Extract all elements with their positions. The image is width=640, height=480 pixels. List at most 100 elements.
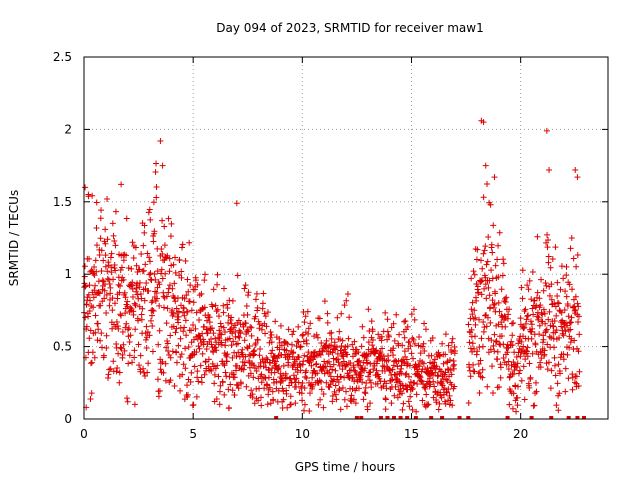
data-point: [562, 288, 569, 295]
data-point: [480, 194, 487, 201]
data-point: [407, 393, 414, 400]
data-point: [477, 357, 484, 364]
data-point: [312, 349, 319, 356]
data-point: [445, 386, 452, 393]
data-point: [532, 390, 539, 397]
data-point: [182, 317, 189, 324]
data-point: [311, 333, 318, 340]
data-point: [431, 383, 438, 390]
data-point: [320, 390, 327, 397]
data-point: [401, 359, 408, 366]
data-point: [569, 386, 576, 393]
data-point: [358, 343, 365, 350]
data-point: [329, 398, 336, 405]
data-point: [323, 379, 330, 386]
data-point: [140, 365, 147, 372]
data-point: [369, 342, 376, 349]
data-point: [267, 400, 274, 407]
data-point: [510, 319, 517, 326]
data-point: [373, 347, 380, 354]
data-point: [113, 318, 120, 325]
data-point: [407, 343, 414, 350]
data-point: [112, 267, 119, 274]
data-point: [268, 339, 275, 346]
data-point: [82, 184, 89, 191]
zero-point: [566, 416, 571, 419]
data-point: [522, 306, 529, 313]
y-tick-label: 2: [64, 122, 72, 136]
data-point: [231, 392, 238, 399]
data-point: [263, 355, 270, 362]
y-axis-label: SRMTID / TECUs: [7, 190, 21, 286]
data-point: [184, 391, 191, 398]
data-point: [88, 390, 95, 397]
data-point: [328, 335, 335, 342]
data-point: [495, 242, 502, 249]
data-point: [135, 341, 142, 348]
data-point: [498, 333, 505, 340]
x-tick-label: 20: [513, 427, 528, 441]
data-point: [317, 396, 324, 403]
data-point: [343, 388, 350, 395]
data-point: [527, 318, 534, 325]
data-point: [186, 298, 193, 305]
data-point: [553, 312, 560, 319]
data-point: [500, 256, 507, 263]
data-point: [546, 292, 553, 299]
data-point: [224, 304, 231, 311]
data-point: [364, 406, 371, 413]
data-point: [194, 281, 201, 288]
data-point: [326, 384, 333, 391]
data-point: [103, 309, 110, 316]
data-point: [474, 246, 481, 253]
data-point: [396, 378, 403, 385]
data-point: [242, 353, 249, 360]
data-point: [152, 168, 159, 175]
data-point: [470, 315, 477, 322]
data-point: [306, 390, 313, 397]
data-point: [297, 367, 304, 374]
data-point: [543, 282, 550, 289]
data-point: [180, 305, 187, 312]
data-point: [145, 360, 152, 367]
data-point: [411, 340, 418, 347]
data-point: [146, 254, 153, 261]
data-point: [117, 311, 124, 318]
data-point: [398, 370, 405, 377]
data-point: [129, 293, 136, 300]
data-point: [129, 285, 136, 292]
data-point: [336, 328, 343, 335]
data-point: [553, 402, 560, 409]
data-point: [101, 287, 108, 294]
data-point: [108, 250, 115, 257]
data-point: [307, 320, 314, 327]
data-point: [208, 367, 215, 374]
data-point: [253, 290, 260, 297]
data-point: [147, 276, 154, 283]
data-point: [534, 289, 541, 296]
data-point: [479, 374, 486, 381]
data-point: [544, 231, 551, 238]
data-point: [529, 325, 536, 332]
data-point: [365, 373, 372, 380]
data-point: [468, 306, 475, 313]
data-point: [303, 375, 310, 382]
data-point: [143, 344, 150, 351]
data-point: [409, 406, 416, 413]
data-point: [500, 260, 507, 267]
data-point: [410, 306, 417, 313]
data-point: [399, 342, 406, 349]
data-point: [142, 373, 149, 380]
data-point: [425, 401, 432, 408]
data-point: [471, 307, 478, 314]
data-point: [210, 286, 217, 293]
data-point: [318, 339, 325, 346]
data-point: [413, 408, 420, 415]
data-point: [149, 307, 156, 314]
data-point: [406, 403, 413, 410]
data-point: [491, 348, 498, 355]
data-point: [490, 222, 497, 229]
data-point: [86, 282, 93, 289]
data-point: [98, 247, 105, 254]
data-point: [364, 360, 371, 367]
